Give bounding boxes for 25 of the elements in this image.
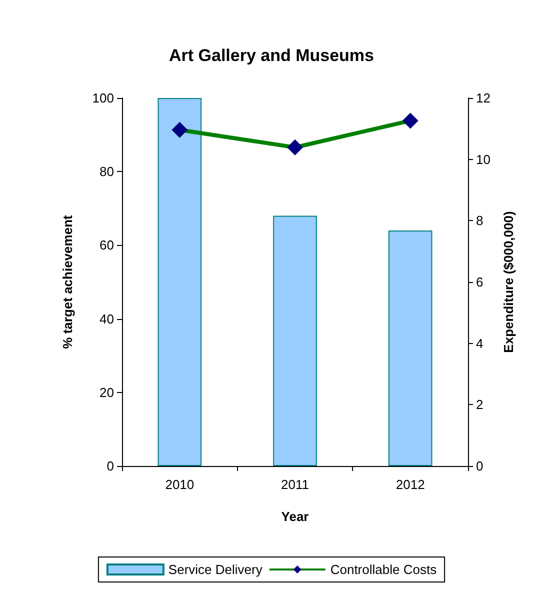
y2-axis-title: Expenditure ($000,000)	[501, 211, 516, 353]
y-tick-label: 60	[100, 238, 114, 253]
x-axis-title: Year	[281, 509, 309, 524]
y-tick-label: 0	[106, 458, 114, 474]
y-tick-label: 100	[92, 90, 114, 106]
y2-tick-label: 2	[476, 397, 484, 412]
y2-tick-label: 4	[476, 336, 484, 351]
y2-tick-label: 12	[476, 90, 490, 106]
legend-label: Controllable Costs	[330, 562, 438, 577]
legend-label: Service Delivery	[168, 562, 263, 577]
y2-tick-label: 10	[476, 152, 490, 167]
x-tick-label: 2012	[396, 477, 425, 492]
y-axis-title: % target achievement	[60, 214, 75, 349]
bar	[158, 98, 202, 466]
y-tick-label: 20	[100, 384, 114, 400]
chart-title: Art Gallery and Museums	[168, 46, 374, 65]
x-tick-label: 2010	[165, 477, 194, 492]
bar	[388, 230, 432, 466]
y-tick-label: 40	[100, 311, 114, 326]
bar	[273, 216, 317, 466]
x-tick-label: 2011	[281, 477, 309, 492]
y2-tick-label: 6	[476, 274, 484, 290]
y2-tick-label: 8	[476, 213, 484, 228]
y2-tick-label: 0	[476, 458, 484, 474]
y-tick-label: 80	[100, 164, 114, 180]
